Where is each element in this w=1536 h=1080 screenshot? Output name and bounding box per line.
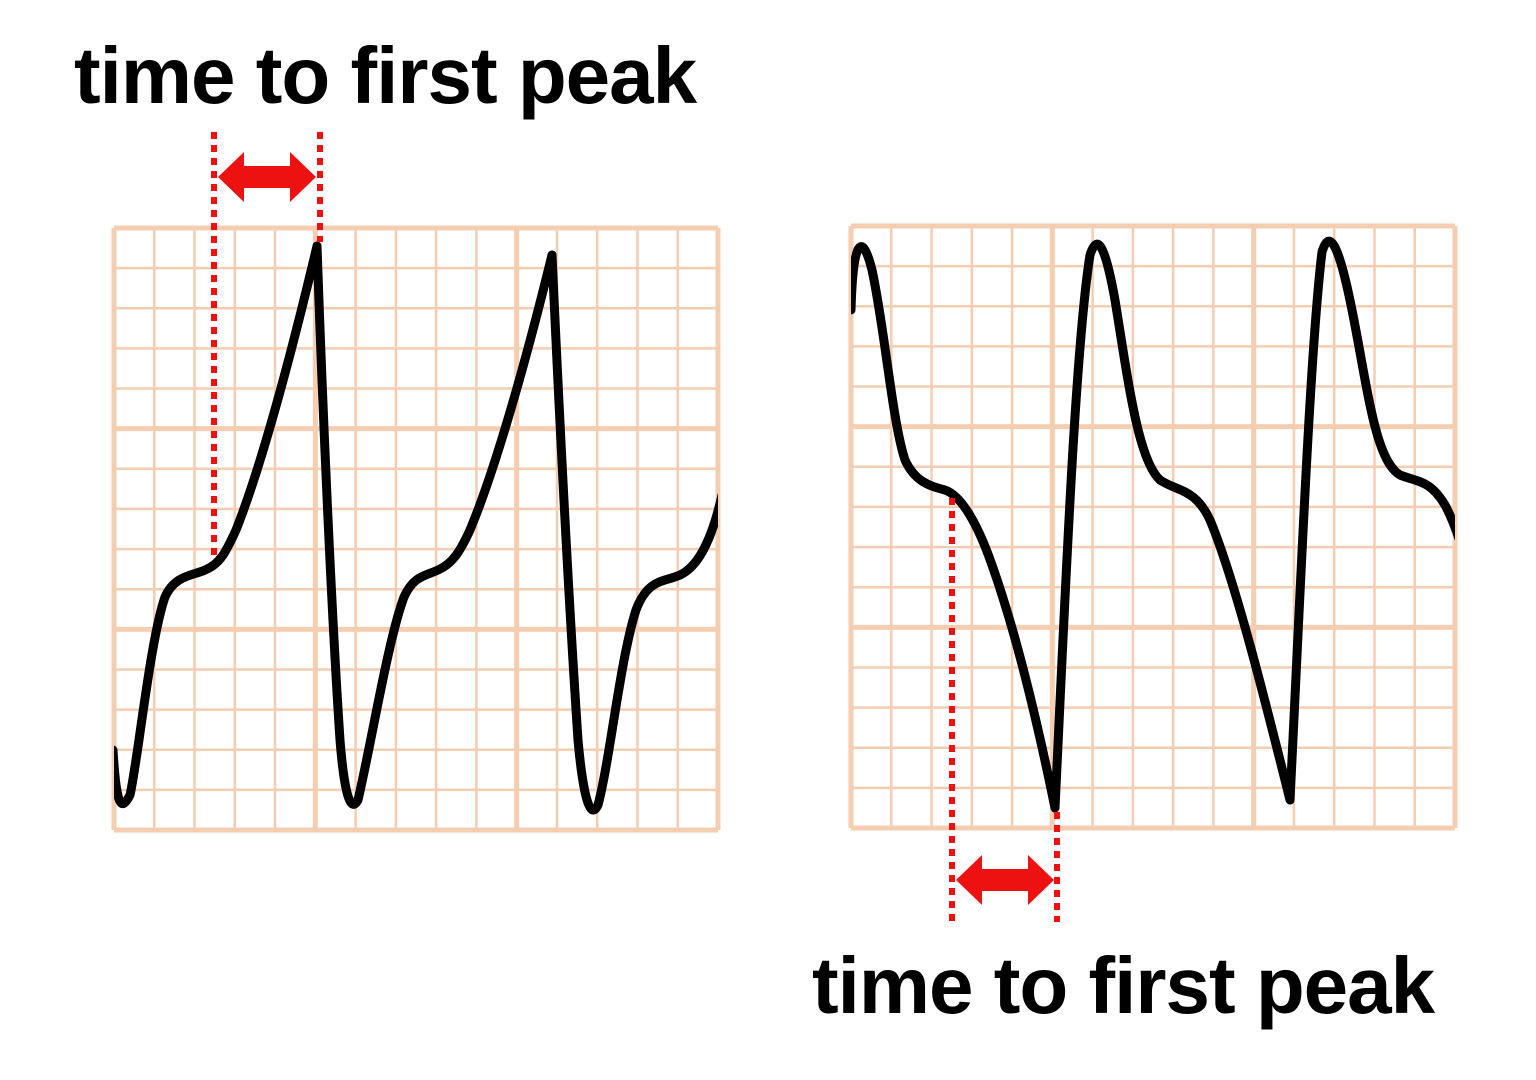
ecg-grid-left xyxy=(111,225,721,833)
ecg-panel-right xyxy=(848,223,1458,922)
ecg-grid-right xyxy=(848,223,1458,831)
ecg-trace-right xyxy=(851,236,1455,813)
label-time-to-first-peak-left: time to first peak xyxy=(74,31,697,120)
label-time-to-first-peak-right: time to first peak xyxy=(812,941,1435,1030)
time-to-first-peak-marker-right xyxy=(949,498,1060,922)
ecg-trace-left xyxy=(114,241,718,815)
ecg-panel-left xyxy=(111,132,721,833)
time-to-first-peak-marker-left xyxy=(211,132,323,556)
double-arrow-right xyxy=(956,855,1054,905)
double-arrow-left xyxy=(218,152,316,202)
